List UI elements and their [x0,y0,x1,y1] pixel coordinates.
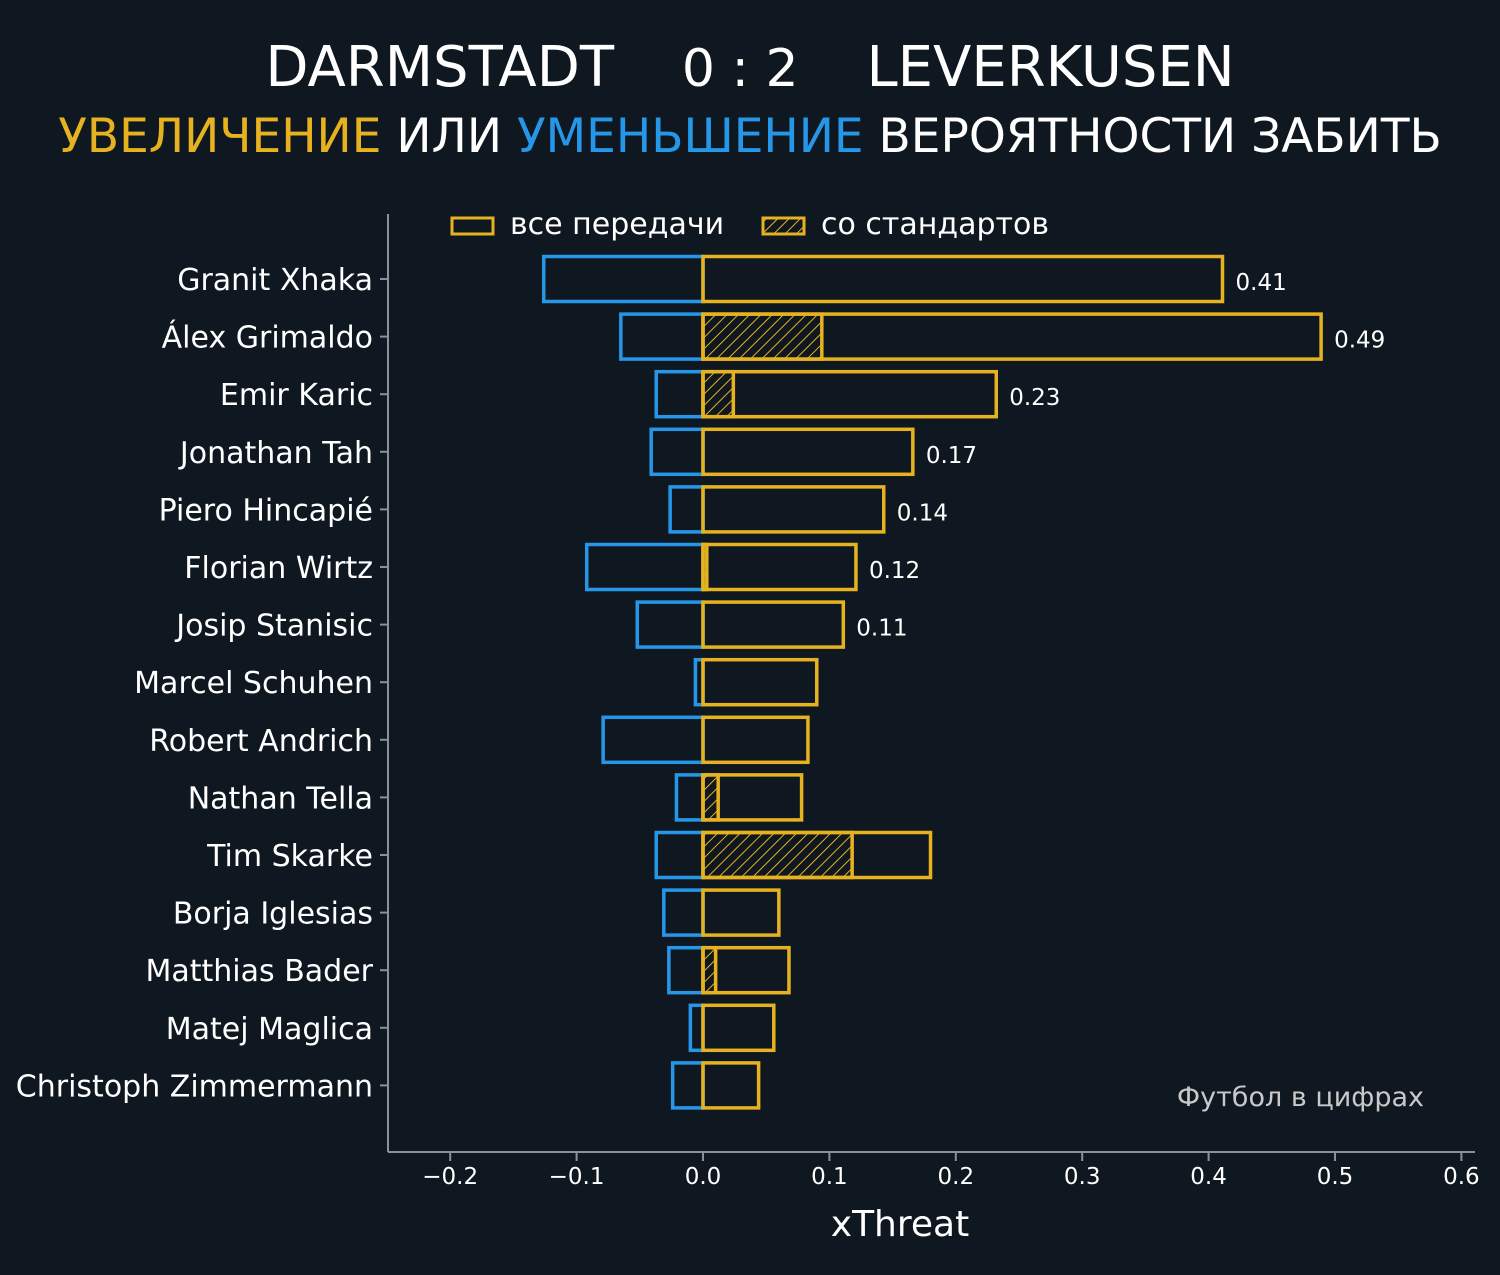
bar-value-label: 0.23 [1009,385,1060,411]
bar-set-pieces [701,830,854,880]
player-name-label: Granit Xhaka [177,263,373,298]
x-tick-label: 0.4 [1190,1164,1227,1190]
bar-set-pieces [701,312,824,361]
player-name-label: Álex Grimaldo [162,320,373,356]
bar-all-passes [701,888,781,937]
bar-negative [619,312,705,361]
x-axis-label: xThreat [831,1204,969,1245]
player-name-label: Tim Skarke [206,839,373,874]
bar-negative [667,945,705,995]
bar-set-pieces [701,369,736,419]
bars-layer: 0.41 0.49 0.23 0.17 0.14 0.12 0.11 [541,254,1385,1110]
bar-value-label: 0.14 [897,500,948,526]
bar-negative [601,715,705,765]
x-tick-label: −0.2 [422,1164,478,1190]
subtitle-or: ИЛИ [381,109,517,164]
player-name-label: Florian Wirtz [184,551,373,586]
player-name-label: Christoph Zimmermann [16,1069,373,1104]
bar-set-pieces [701,945,718,995]
legend-swatch-all-passes [450,216,495,236]
bar-value-label: 0.41 [1236,270,1287,296]
bar-all-passes [701,369,998,419]
bar-negative [649,427,705,477]
bar-negative [688,1003,705,1053]
subtitle-rest: ВЕРОЯТНОСТИ ЗАБИТЬ [864,109,1442,164]
bar-all-passes [701,830,933,880]
player-name-label: Robert Andrich [149,724,373,759]
bar-negative [654,830,705,880]
match-title: DARMSTADT 0 : 2 LEVERKUSEN [265,35,1234,100]
x-tick-label: 0.1 [811,1164,848,1190]
player-name-label: Emir Karic [220,378,373,413]
bar-all-passes [701,773,804,822]
player-name-label: Jonathan Tah [178,436,373,471]
bar-all-passes [701,945,791,995]
x-tick-label: 0.0 [685,1164,722,1190]
bar-all-passes [701,312,1323,361]
legend-swatch-set-pieces [761,216,806,236]
x-tick-label: 0.5 [1317,1164,1354,1190]
credit-watermark: Футбол в цифрах [1177,1082,1424,1113]
bar-value-label: 0.12 [869,558,920,584]
bar-negative [668,485,705,534]
player-name-label: Nathan Tella [188,781,373,816]
y-tick-labels: Granit Xhaka Álex Grimaldo Emir Karic Jonat… [16,263,388,1104]
bar-all-passes [701,1061,761,1110]
player-name-label: Matej Maglica [166,1012,373,1047]
bar-negative [654,369,705,419]
bar-negative [541,254,705,304]
bar-all-passes [701,1003,776,1053]
bar-all-passes [701,485,886,534]
bar-value-label: 0.17 [926,443,977,469]
bar-all-passes [701,542,858,592]
bar-set-pieces [701,773,720,822]
bar-all-passes [701,715,810,765]
player-name-label: Josip Stanisic [174,609,373,644]
away-team: LEVERKUSEN [866,35,1234,100]
home-team: DARMSTADT [265,35,615,100]
legend-label-set-pieces: со стандартов [821,207,1049,242]
player-name-label: Marcel Schuhen [134,666,373,701]
subtitle: УВЕЛИЧЕНИЕ ИЛИ УМЕНЬШЕНИЕ ВЕРОЯТНОСТИ ЗА… [58,109,1442,164]
bar-all-passes [701,600,846,649]
bar-negative [584,542,705,592]
bar-negative [635,600,705,649]
subtitle-decrease: УМЕНЬШЕНИЕ [517,109,864,164]
bar-value-label: 0.11 [856,616,907,642]
subtitle-increase: УВЕЛИЧЕНИЕ [58,109,381,164]
legend: все передачи со стандартов [450,207,1049,242]
player-name-label: Borja Iglesias [173,897,373,932]
legend-label-all-passes: все передачи [510,207,724,242]
player-name-label: Piero Hincapié [159,493,373,528]
bar-negative [662,888,705,937]
x-ticks: −0.2 −0.1 0.0 0.1 0.2 0.3 0.4 0.5 0.6 [422,1152,1480,1190]
bar-all-passes [701,254,1225,304]
x-tick-label: −0.1 [549,1164,605,1190]
bar-all-passes [701,657,819,707]
x-tick-label: 0.2 [938,1164,975,1190]
player-name-label: Matthias Bader [146,954,374,989]
match-score: 0 : 2 [682,39,799,99]
x-tick-label: 0.3 [1064,1164,1101,1190]
x-tick-label: 0.6 [1443,1164,1480,1190]
bar-negative [674,773,705,822]
bar-negative [670,1061,705,1110]
bar-all-passes [701,427,915,477]
bar-value-label: 0.49 [1334,328,1385,354]
